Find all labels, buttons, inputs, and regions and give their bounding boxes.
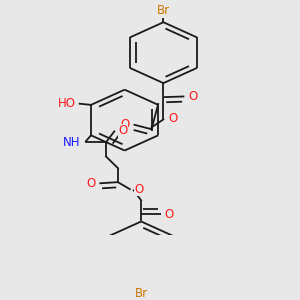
Text: O: O bbox=[121, 118, 130, 130]
Text: Br: Br bbox=[135, 287, 148, 300]
Text: NH: NH bbox=[63, 136, 80, 149]
Text: O: O bbox=[134, 183, 143, 196]
Text: HO: HO bbox=[58, 97, 76, 110]
Text: O: O bbox=[168, 112, 178, 125]
Text: O: O bbox=[118, 124, 128, 137]
Text: O: O bbox=[188, 90, 197, 103]
Text: Br: Br bbox=[157, 4, 170, 17]
Text: O: O bbox=[86, 177, 96, 190]
Text: O: O bbox=[164, 208, 174, 221]
